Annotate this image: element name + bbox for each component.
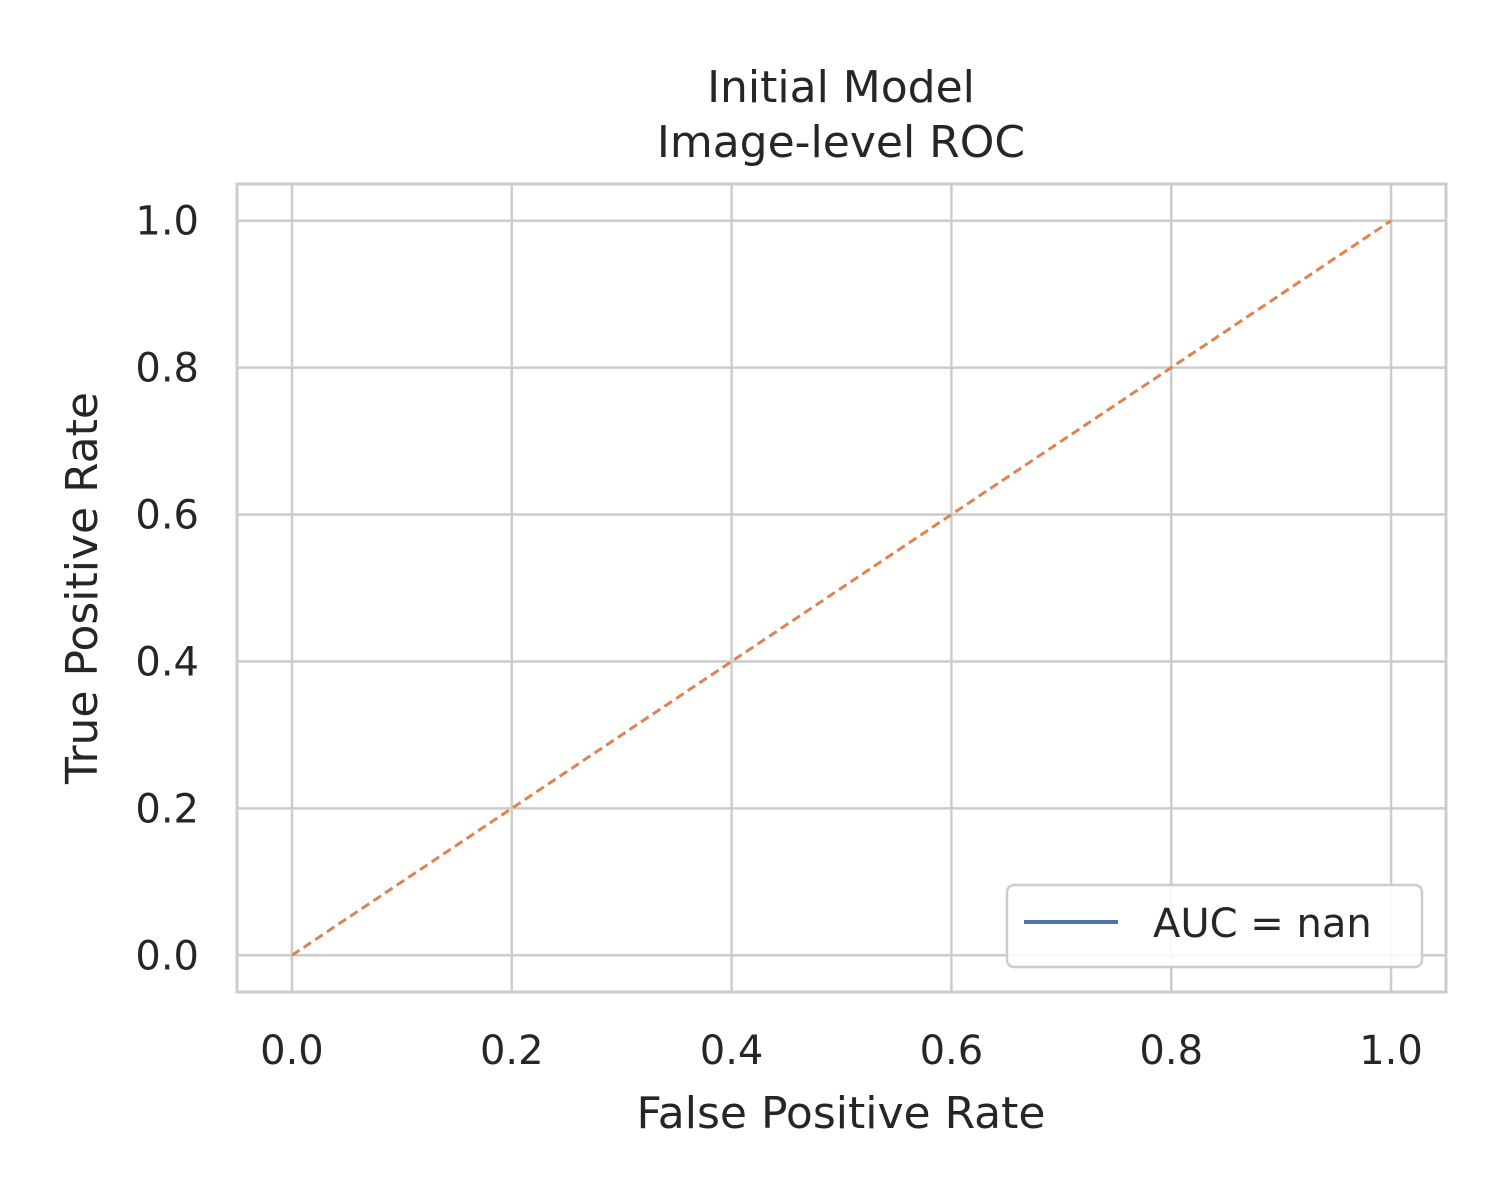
legend-entry-label: AUC = nan	[1153, 901, 1372, 947]
x-tick-label: 0.8	[1139, 1028, 1203, 1074]
grid	[237, 184, 1446, 992]
chance-diagonal-line	[291, 219, 1392, 957]
y-tick-label: 0.0	[135, 933, 199, 979]
y-tick-label: 1.0	[135, 199, 199, 245]
y-axis-label: True Positive Rate	[57, 392, 108, 785]
plot-frame	[235, 182, 1448, 994]
chart-title-line-1: Initial Model	[707, 62, 975, 113]
x-tick-label: 0.6	[920, 1028, 984, 1074]
x-axis-label: False Positive Rate	[637, 1088, 1046, 1139]
x-tick-label: 0.2	[480, 1028, 544, 1074]
y-tick-label: 0.4	[135, 639, 199, 685]
y-tick-labels: 0.0 0.2 0.4 0.6 0.8 1.0	[135, 199, 199, 980]
y-tick-label: 0.2	[135, 786, 199, 832]
x-tick-label: 0.0	[260, 1028, 324, 1074]
x-tick-label: 1.0	[1359, 1028, 1423, 1074]
x-tick-labels: 0.0 0.2 0.4 0.6 0.8 1.0	[260, 1028, 1423, 1074]
x-tick-label: 0.4	[700, 1028, 764, 1074]
y-tick-label: 0.6	[135, 493, 199, 539]
legend-box	[1005, 883, 1424, 969]
legend: AUC = nan	[1005, 883, 1424, 969]
y-tick-label: 0.8	[135, 346, 199, 392]
chart-title-line-2: Image-level ROC	[657, 117, 1025, 168]
